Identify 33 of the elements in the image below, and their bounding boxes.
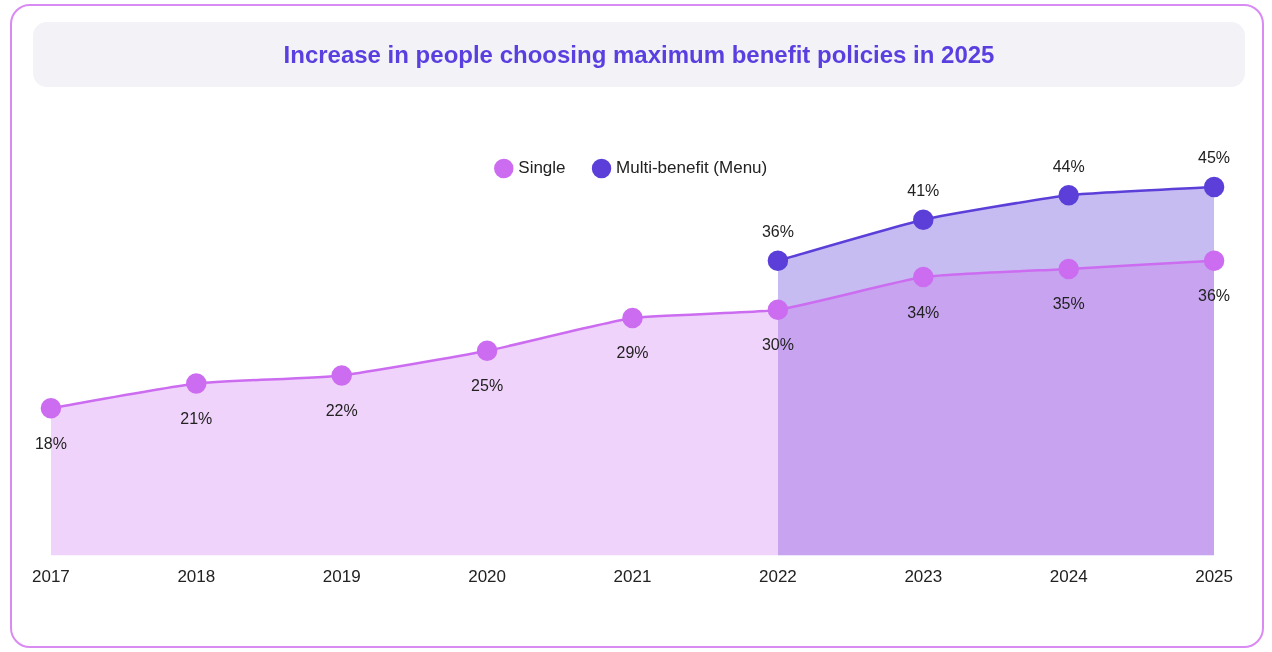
- x-tick-label: 2017: [32, 567, 70, 587]
- point: [331, 365, 352, 386]
- point: [767, 299, 789, 321]
- point: [622, 307, 643, 329]
- data-label: 29%: [616, 344, 649, 362]
- x-tick-label: 2023: [904, 567, 943, 587]
- data-label: 36%: [761, 223, 794, 241]
- x-tick-label: 2020: [468, 567, 507, 587]
- x-tick-label: 2018: [177, 567, 216, 587]
- point: [913, 266, 934, 288]
- data-label: 45%: [1198, 149, 1231, 167]
- x-tick-label: 2025: [1195, 567, 1233, 587]
- data-label: 30%: [761, 336, 794, 354]
- x-tick-label: 2019: [322, 567, 361, 587]
- x-tick-label: 2022: [758, 567, 797, 587]
- chart-title: Increase in people choosing maximum benefit policies in 2025: [33, 22, 1245, 87]
- point: [40, 397, 62, 419]
- data-label: 22%: [325, 401, 358, 419]
- data-label: 18%: [34, 434, 67, 452]
- point: [1058, 258, 1079, 280]
- point: [476, 340, 498, 362]
- point: [186, 373, 207, 394]
- data-label: 41%: [907, 182, 940, 200]
- data-label: 36%: [1198, 287, 1231, 305]
- legend-label: Multi-benefit (Menu): [616, 158, 768, 178]
- data-label: 44%: [1052, 157, 1085, 175]
- data-label: 25%: [471, 377, 504, 395]
- data-label: 35%: [1052, 295, 1085, 313]
- data-label: 34%: [907, 303, 940, 321]
- x-tick-label: 2021: [613, 567, 652, 587]
- legend-label: Single: [518, 158, 566, 178]
- x-tick-label: 2024: [1049, 567, 1088, 587]
- data-label: 21%: [180, 409, 213, 427]
